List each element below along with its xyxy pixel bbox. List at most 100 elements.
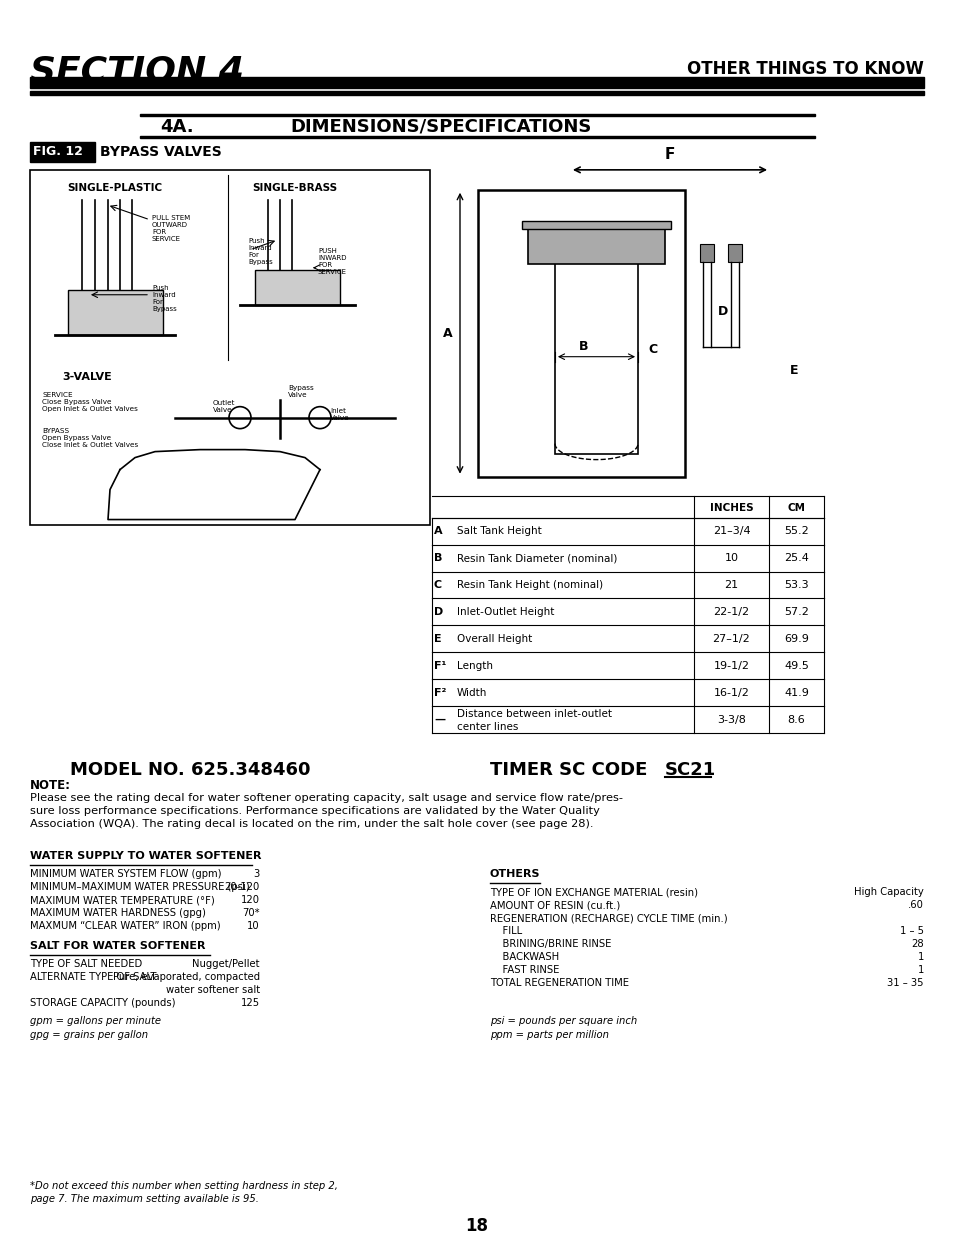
Bar [30,77,923,88]
Text: psi = pounds per square inch: psi = pounds per square inch [490,1016,637,1027]
Text: MINIMUM–MAXIMUM WATER PRESSURE (psi): MINIMUM–MAXIMUM WATER PRESSURE (psi) [30,882,250,893]
Text: Association (WQA). The rating decal is located on the rim, under the salt hole c: Association (WQA). The rating decal is l… [30,820,593,830]
Text: 3-3/8: 3-3/8 [717,715,745,725]
Text: FILL: FILL [490,926,521,936]
Text: 49.5: 49.5 [783,661,808,671]
Text: 69.9: 69.9 [783,634,808,644]
Bar [527,223,664,264]
Text: 27–1/2: 27–1/2 [712,634,750,644]
Text: STORAGE CAPACITY (pounds): STORAGE CAPACITY (pounds) [30,998,175,1008]
Text: 3-VALVE: 3-VALVE [62,372,112,382]
Text: BYPASS
Open Bypass Valve
Close Inlet & Outlet Valves: BYPASS Open Bypass Valve Close Inlet & O… [42,428,138,448]
Text: High Capacity: High Capacity [853,888,923,898]
Bar [521,221,670,229]
Bar [727,244,741,262]
Text: Resin Tank Diameter (nominal): Resin Tank Diameter (nominal) [456,553,617,563]
Text: AMOUNT OF RESIN (cu.ft.): AMOUNT OF RESIN (cu.ft.) [490,900,619,910]
Text: INCHES: INCHES [709,502,753,512]
Text: BACKWASH: BACKWASH [490,952,558,962]
Text: OTHER THINGS TO KNOW: OTHER THINGS TO KNOW [686,60,923,78]
Text: TIMER SC CODE: TIMER SC CODE [490,761,653,780]
Text: MODEL NO. 625.348460: MODEL NO. 625.348460 [70,761,310,780]
Text: 22-1/2: 22-1/2 [713,606,749,618]
Text: MINIMUM WATER SYSTEM FLOW (gpm): MINIMUM WATER SYSTEM FLOW (gpm) [30,869,221,879]
Text: 125: 125 [240,998,260,1008]
Text: MAXIMUM WATER HARDNESS (gpg): MAXIMUM WATER HARDNESS (gpg) [30,908,206,919]
Text: Width: Width [456,688,487,698]
Text: 3: 3 [253,869,260,879]
Text: SC21: SC21 [664,761,716,780]
Text: 19-1/2: 19-1/2 [713,661,749,671]
Text: Nugget/Pellet: Nugget/Pellet [193,960,260,970]
Text: 1: 1 [917,952,923,962]
Text: Resin Tank Height (nominal): Resin Tank Height (nominal) [456,580,602,590]
Text: B: B [578,340,588,352]
Text: 21–3/4: 21–3/4 [712,526,749,536]
Text: TYPE OF SALT NEEDED: TYPE OF SALT NEEDED [30,960,142,970]
Text: SINGLE-BRASS: SINGLE-BRASS [253,182,337,193]
Text: 1 – 5: 1 – 5 [899,926,923,936]
Text: A: A [434,526,442,536]
Text: PUSH
INWARD
FOR
SERVICE: PUSH INWARD FOR SERVICE [317,248,347,275]
Text: FIG. 12: FIG. 12 [33,145,83,159]
Text: Length: Length [456,661,493,671]
Text: SALT FOR WATER SOFTENER: SALT FOR WATER SOFTENER [30,941,205,951]
Text: 16-1/2: 16-1/2 [713,688,749,698]
Text: SINGLE-PLASTIC: SINGLE-PLASTIC [68,182,162,193]
Text: SECTION 4: SECTION 4 [30,55,244,89]
Text: Bypass
Valve: Bypass Valve [288,384,314,398]
Text: CM: CM [786,502,804,512]
Text: ppm = parts per million: ppm = parts per million [490,1030,608,1040]
Text: Pure, evaporated, compacted: Pure, evaporated, compacted [112,972,260,982]
Text: OTHERS: OTHERS [490,869,540,879]
Text: 70*: 70* [242,908,260,919]
Text: page 7. The maximum setting available is 95.: page 7. The maximum setting available is… [30,1194,258,1204]
Text: .60: .60 [907,900,923,910]
Text: gpm = gallons per minute: gpm = gallons per minute [30,1016,161,1027]
Text: E: E [434,634,441,644]
Text: D: D [718,305,727,319]
Text: A: A [443,326,453,340]
Bar [140,114,814,115]
Text: SERVICE
Close Bypass Valve
Open Inlet & Outlet Valves: SERVICE Close Bypass Valve Open Inlet & … [42,392,138,412]
Text: WATER SUPPLY TO WATER SOFTENER: WATER SUPPLY TO WATER SOFTENER [30,852,261,862]
Text: TOTAL REGENERATION TIME: TOTAL REGENERATION TIME [490,978,628,988]
Text: REGENERATION (RECHARGE) CYCLE TIME (min.): REGENERATION (RECHARGE) CYCLE TIME (min.… [490,913,727,924]
Circle shape [229,407,251,429]
Bar [555,227,638,454]
Text: 21: 21 [723,580,738,590]
Text: sure loss performance specifications. Performance specifications are validated b: sure loss performance specifications. Pe… [30,806,599,816]
Text: ALTERNATE TYPE OF SALT: ALTERNATE TYPE OF SALT [30,972,156,982]
Text: F: F [664,146,675,162]
Text: Outlet
Valve: Outlet Valve [213,399,235,413]
Text: 8.6: 8.6 [787,715,804,725]
Text: 18: 18 [465,1216,488,1235]
Circle shape [309,407,331,429]
Text: Salt Tank Height: Salt Tank Height [456,526,541,536]
Text: gpg = grains per gallon: gpg = grains per gallon [30,1030,148,1040]
Text: TYPE OF ION EXCHANGE MATERIAL (resin): TYPE OF ION EXCHANGE MATERIAL (resin) [490,888,698,898]
Text: 10: 10 [247,921,260,931]
Text: Push
Inward
For
Bypass: Push Inward For Bypass [152,285,176,311]
Text: 4A.: 4A. [160,118,193,136]
Text: Inlet
Valve: Inlet Valve [330,408,349,420]
Text: —: — [434,715,445,725]
Text: BYPASS VALVES: BYPASS VALVES [100,145,221,159]
Text: F¹: F¹ [434,661,446,671]
Text: Push
Inward
For
Bypass: Push Inward For Bypass [248,238,273,265]
Bar [30,141,95,162]
Bar [30,91,923,95]
Text: D: D [434,606,443,618]
Bar [254,270,339,305]
Text: 31 – 35: 31 – 35 [886,978,923,988]
Text: E: E [789,363,798,377]
Text: NOTE:: NOTE: [30,779,71,792]
Text: FAST RINSE: FAST RINSE [490,965,558,975]
Text: 120: 120 [241,895,260,905]
Text: Inlet-Outlet Height: Inlet-Outlet Height [456,606,554,618]
Text: DIMENSIONS/SPECIFICATIONS: DIMENSIONS/SPECIFICATIONS [290,118,591,136]
Text: 41.9: 41.9 [783,688,808,698]
Text: BRINING/BRINE RINSE: BRINING/BRINE RINSE [490,939,611,949]
Text: MAXIMUM WATER TEMPERATURE (°F): MAXIMUM WATER TEMPERATURE (°F) [30,895,214,905]
Text: 28: 28 [910,939,923,949]
